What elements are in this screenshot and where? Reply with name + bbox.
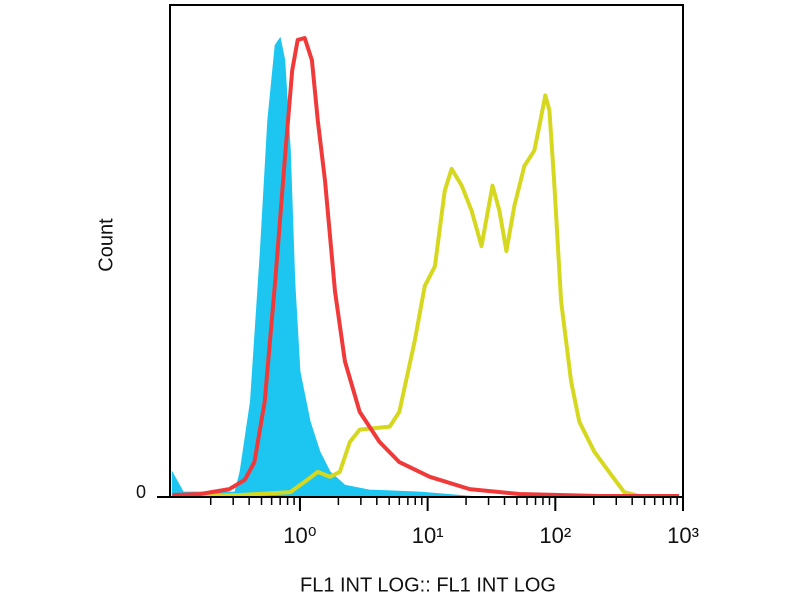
y-axis-label: Count — [95, 218, 117, 272]
histogram-line — [200, 93, 679, 498]
x-tick-label: 10² — [539, 523, 571, 548]
x-axis-label: FL1 INT LOG:: FL1 INT LOG — [300, 574, 556, 596]
x-tick-label: 10³ — [667, 523, 699, 548]
histogram-line — [172, 36, 679, 498]
y-tick-label: 0 — [136, 482, 146, 502]
x-tick-label: 10⁰ — [283, 523, 316, 548]
x-tick-label: 10¹ — [412, 523, 444, 548]
histogram-area — [171, 36, 479, 498]
